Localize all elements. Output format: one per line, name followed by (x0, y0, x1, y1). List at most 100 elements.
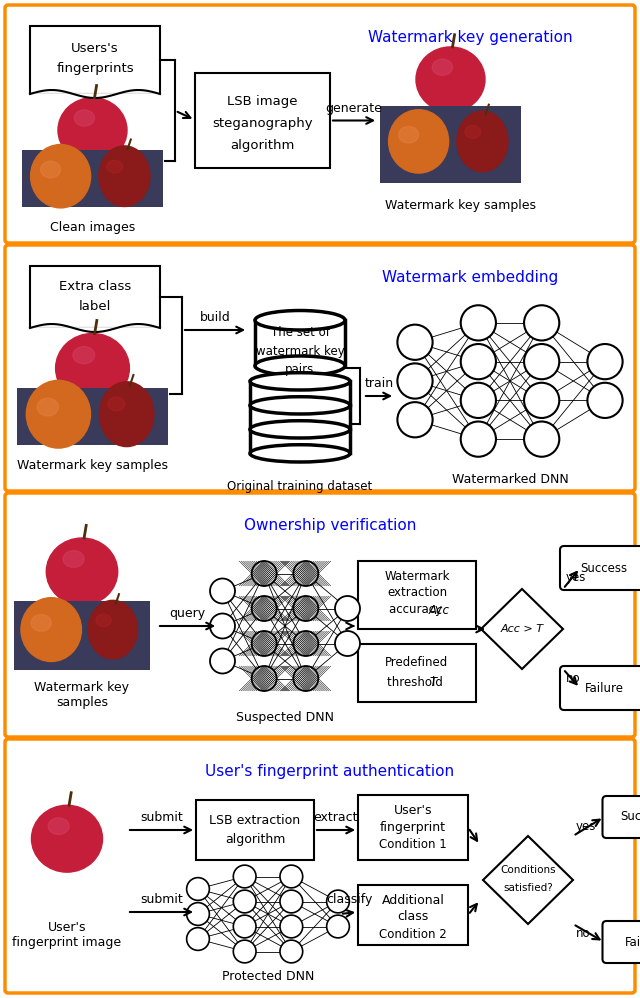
Text: Protected DNN: Protected DNN (222, 970, 314, 983)
Ellipse shape (63, 551, 84, 568)
Polygon shape (483, 836, 573, 924)
Text: fingerprints: fingerprints (56, 62, 134, 75)
Circle shape (293, 631, 318, 656)
Text: Watermarked DNN: Watermarked DNN (452, 473, 568, 486)
FancyBboxPatch shape (5, 5, 635, 243)
Text: Watermark key: Watermark key (35, 681, 129, 694)
Circle shape (397, 324, 433, 360)
Text: The set of: The set of (271, 326, 330, 339)
Circle shape (293, 561, 318, 586)
Text: watermark key: watermark key (255, 344, 344, 357)
Text: Original training dataset: Original training dataset (227, 480, 372, 493)
Bar (195, 73, 330, 168)
Circle shape (335, 596, 360, 621)
Text: Acc > T: Acc > T (500, 624, 543, 634)
Ellipse shape (40, 162, 61, 178)
Circle shape (461, 421, 496, 457)
Circle shape (280, 940, 303, 963)
Text: Failure: Failure (625, 935, 640, 948)
Text: Suspected DNN: Suspected DNN (236, 711, 334, 724)
Text: algorithm: algorithm (230, 139, 294, 152)
Circle shape (293, 666, 318, 691)
Ellipse shape (37, 398, 58, 416)
Text: Condition 1: Condition 1 (379, 838, 447, 851)
Ellipse shape (74, 110, 95, 126)
Ellipse shape (26, 380, 90, 448)
Bar (358, 885, 468, 945)
Circle shape (252, 596, 276, 621)
Ellipse shape (73, 346, 95, 364)
Text: Users's: Users's (71, 42, 119, 55)
Ellipse shape (255, 310, 345, 330)
Ellipse shape (250, 421, 350, 438)
Ellipse shape (107, 161, 123, 173)
Ellipse shape (96, 614, 111, 627)
Circle shape (326, 915, 349, 938)
Ellipse shape (21, 598, 81, 662)
Circle shape (210, 579, 235, 604)
Text: Predefined: Predefined (385, 656, 449, 669)
Text: Additional: Additional (381, 893, 444, 906)
Text: User's fingerprint authentication: User's fingerprint authentication (205, 764, 454, 779)
FancyBboxPatch shape (560, 666, 640, 710)
Circle shape (524, 383, 559, 418)
Text: algorithm: algorithm (225, 833, 285, 846)
Ellipse shape (58, 98, 127, 163)
Bar (196, 800, 314, 860)
Ellipse shape (31, 145, 91, 208)
Circle shape (280, 915, 303, 938)
Text: Extra class: Extra class (59, 279, 131, 292)
Text: submit: submit (140, 811, 183, 824)
Ellipse shape (255, 356, 345, 375)
Text: Clean images: Clean images (50, 221, 135, 234)
Text: User's: User's (394, 803, 432, 816)
Text: class: class (397, 910, 429, 923)
Text: query: query (170, 607, 205, 620)
Text: extraction: extraction (387, 587, 447, 600)
Ellipse shape (250, 397, 350, 414)
Bar (250, 381, 350, 405)
Bar (358, 644, 476, 702)
Text: Watermark key samples: Watermark key samples (385, 199, 536, 212)
Polygon shape (481, 589, 563, 669)
Ellipse shape (250, 445, 350, 462)
Text: accuracy: accuracy (388, 604, 445, 617)
Circle shape (187, 877, 209, 900)
Circle shape (461, 344, 496, 379)
Ellipse shape (399, 127, 419, 143)
Bar (14, 601, 150, 671)
Bar (358, 795, 468, 860)
FancyBboxPatch shape (602, 796, 640, 838)
Circle shape (461, 383, 496, 418)
Text: Watermark: Watermark (384, 570, 450, 583)
Text: Watermark key generation: Watermark key generation (368, 30, 572, 45)
Text: Success: Success (620, 810, 640, 823)
Text: fingerprint image: fingerprint image (12, 936, 122, 949)
Circle shape (280, 890, 303, 913)
Ellipse shape (465, 126, 481, 138)
Circle shape (326, 890, 349, 913)
Ellipse shape (457, 111, 508, 172)
Text: submit: submit (140, 893, 183, 906)
Text: generate: generate (326, 102, 383, 115)
FancyBboxPatch shape (5, 245, 635, 491)
Text: LSB image: LSB image (227, 95, 298, 108)
Text: Success: Success (580, 562, 628, 575)
Ellipse shape (99, 382, 154, 446)
Circle shape (234, 865, 256, 888)
Ellipse shape (31, 805, 102, 872)
Text: Conditions: Conditions (500, 865, 556, 875)
Circle shape (588, 383, 623, 418)
Text: label: label (79, 299, 111, 312)
Circle shape (293, 596, 318, 621)
Text: LSB extraction: LSB extraction (209, 813, 301, 826)
Text: steganography: steganography (212, 117, 313, 130)
Text: no: no (566, 672, 580, 685)
FancyBboxPatch shape (5, 493, 635, 737)
Ellipse shape (48, 817, 69, 834)
Circle shape (335, 631, 360, 656)
Circle shape (234, 940, 256, 963)
Ellipse shape (388, 110, 449, 173)
FancyBboxPatch shape (5, 739, 635, 993)
Bar (250, 429, 350, 453)
